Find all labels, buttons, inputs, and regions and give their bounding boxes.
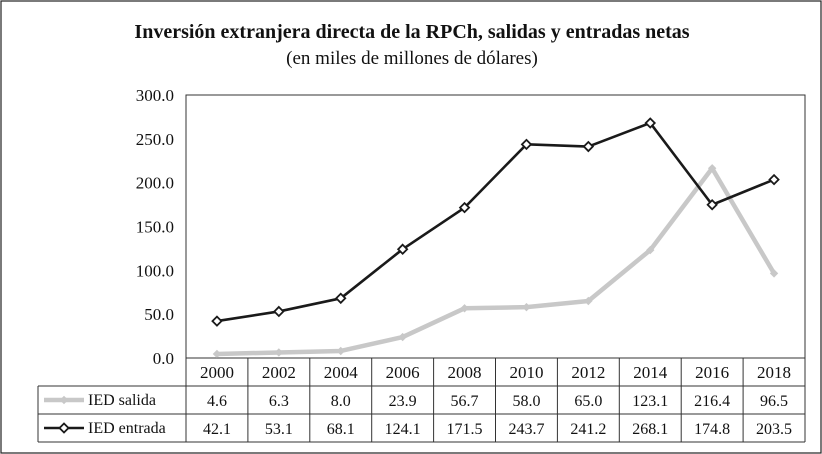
x-tick-label: 2002	[262, 363, 296, 382]
legend-label: IED salida	[88, 392, 156, 409]
data-point	[584, 296, 593, 306]
y-tick-label: 200.0	[136, 174, 174, 193]
data-cell: 174.8	[694, 421, 730, 438]
data-point	[520, 138, 533, 151]
data-cell: 171.5	[447, 421, 483, 438]
x-tick-label: 2010	[509, 363, 543, 382]
data-cell: 68.1	[327, 421, 355, 438]
series-layer	[211, 117, 780, 359]
data-cell: 241.2	[570, 421, 606, 438]
data-point	[460, 304, 469, 313]
data-cell: 268.1	[632, 421, 668, 438]
y-tick-label: 300.0	[136, 86, 174, 105]
data-point	[273, 305, 285, 318]
data-point	[396, 243, 409, 255]
data-cell: 56.7	[451, 393, 479, 410]
chart-subtitle: (en miles de millones de dólares)	[286, 48, 538, 69]
y-tick-label: 250.0	[136, 130, 174, 149]
data-cell: 8.0	[331, 393, 351, 410]
data-point	[644, 117, 657, 129]
data-point	[522, 302, 531, 312]
legend-marker	[59, 395, 69, 405]
y-axis: 0.0 50.0 100.0 150.0 200.0 250.0 300.0	[136, 86, 174, 368]
data-cell: 123.1	[632, 393, 668, 410]
x-tick-label: 2012	[571, 363, 605, 382]
data-point	[274, 348, 284, 357]
series-line	[214, 166, 777, 357]
data-point	[398, 332, 407, 342]
data-cell: 203.5	[756, 421, 792, 438]
x-tick-label: 2000	[200, 363, 234, 382]
data-point	[582, 140, 595, 153]
data-cell: 216.4	[694, 393, 730, 410]
data-cell: 23.9	[389, 393, 417, 410]
data-cell: 243.7	[508, 421, 544, 438]
data-cell: 124.1	[385, 421, 421, 438]
y-tick-label: 100.0	[136, 261, 174, 280]
data-point	[646, 245, 655, 255]
data-cell: 42.1	[203, 421, 231, 438]
data-cell: 65.0	[574, 393, 602, 410]
data-point	[768, 173, 780, 186]
x-tick-label: 2016	[695, 363, 729, 382]
x-tick-label: 2008	[448, 363, 482, 382]
data-table: 2000 2002 2004 2006 2008 2010 2012 2014 2016 2018…	[37, 357, 806, 443]
data-point	[336, 346, 345, 356]
x-tick-label: 2014	[633, 363, 668, 382]
data-point	[706, 198, 718, 211]
data-cell: 4.6	[207, 393, 227, 410]
legend-marker	[58, 422, 70, 434]
x-tick-label: 2006	[386, 363, 420, 382]
series-line	[215, 121, 776, 323]
x-tick-label: 2004	[324, 363, 359, 382]
y-tick-label: 50.0	[144, 305, 174, 324]
data-cell: 96.5	[760, 393, 788, 410]
y-tick-label: 150.0	[136, 218, 174, 237]
data-point	[211, 315, 223, 327]
data-point	[334, 292, 347, 305]
legend-label: IED entrada	[88, 420, 166, 437]
data-point	[212, 349, 222, 359]
chart-title: Inversión extranjera directa de la RPCh,…	[134, 21, 689, 43]
data-cell: 53.1	[265, 421, 293, 438]
data-cell: 6.3	[269, 393, 289, 410]
x-tick-label: 2018	[757, 363, 791, 382]
data-cell: 58.0	[512, 393, 540, 410]
data-point	[769, 269, 779, 278]
data-point	[458, 201, 471, 214]
data-point	[707, 164, 717, 173]
y-tick-label: 0.0	[153, 349, 174, 368]
